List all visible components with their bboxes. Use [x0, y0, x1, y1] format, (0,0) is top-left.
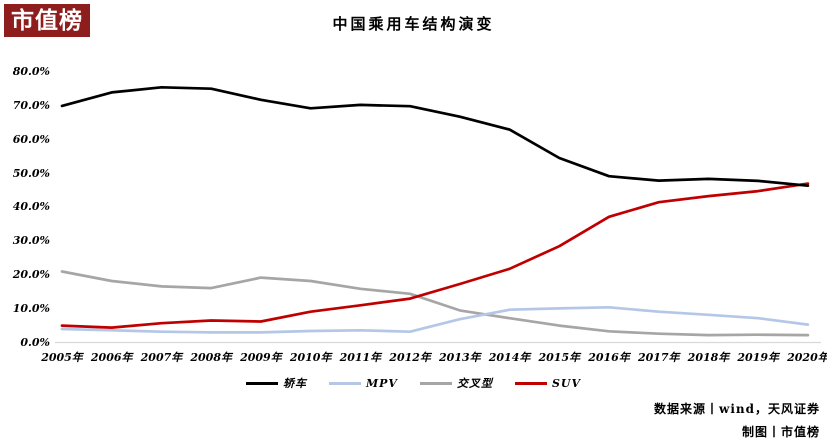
- x-tick-label: 2014年: [488, 351, 531, 364]
- y-tick-label: 0.0%: [20, 335, 50, 349]
- series-line-MPV: [60, 305, 810, 334]
- y-tick-label: 70.0%: [12, 98, 50, 112]
- series-line-SUV: [60, 182, 810, 329]
- legend-item: SUV: [514, 376, 582, 390]
- x-tick-label: 2005年: [41, 351, 83, 364]
- data-source-note: 数据来源丨wind，天风证券: [653, 402, 820, 416]
- legend-swatch: [514, 381, 547, 385]
- series-line-轿车: [60, 85, 810, 188]
- y-tick-label: 30.0%: [12, 234, 50, 248]
- x-tick-label: 2017年: [637, 351, 680, 364]
- x-tick-label: 2018年: [687, 351, 730, 364]
- y-tick-label: 40.0%: [12, 200, 50, 214]
- legend-label: MPV: [365, 376, 398, 390]
- x-tick-label: 2019年: [737, 351, 780, 364]
- x-tick-label: 2009年: [240, 351, 282, 364]
- y-tick-label: 50.0%: [12, 166, 50, 180]
- series-line-交叉型: [60, 270, 810, 337]
- legend-item: MPV: [328, 376, 398, 390]
- chart-credit-note: 制图丨市值榜: [741, 425, 820, 439]
- y-tick-label: 60.0%: [12, 132, 50, 146]
- y-tick-label: 80.0%: [12, 65, 50, 79]
- chart-legend: 轿车 MPV 交叉型 SUV: [0, 375, 827, 391]
- legend-item: 交叉型: [419, 375, 493, 391]
- x-tick-label: 2010年: [289, 351, 332, 364]
- x-tick-label: 2007年: [140, 351, 183, 364]
- site-logo: 市值榜: [4, 4, 90, 37]
- legend-label: 轿车: [282, 377, 307, 390]
- x-tick-label: 2006年: [90, 351, 133, 364]
- x-tick-label: 2008年: [190, 351, 232, 364]
- y-tick-label: 10.0%: [12, 301, 50, 315]
- legend-label: 交叉型: [456, 377, 493, 390]
- legend-swatch: [245, 381, 278, 385]
- x-tick-label: 2012年: [389, 351, 431, 364]
- legend-item: 轿车: [245, 375, 307, 391]
- legend-swatch: [328, 381, 361, 385]
- x-tick-label: 2020年: [787, 351, 827, 364]
- x-tick-label: 2015年: [538, 351, 581, 364]
- chart-title: 中国乘用车结构演变: [332, 15, 495, 33]
- legend-label: SUV: [551, 376, 582, 390]
- legend-swatch: [419, 381, 452, 385]
- x-tick-label: 2011年: [339, 351, 382, 364]
- y-tick-label: 20.0%: [12, 267, 50, 281]
- x-tick-label: 2013年: [439, 351, 481, 364]
- x-tick-label: 2016年: [588, 351, 630, 364]
